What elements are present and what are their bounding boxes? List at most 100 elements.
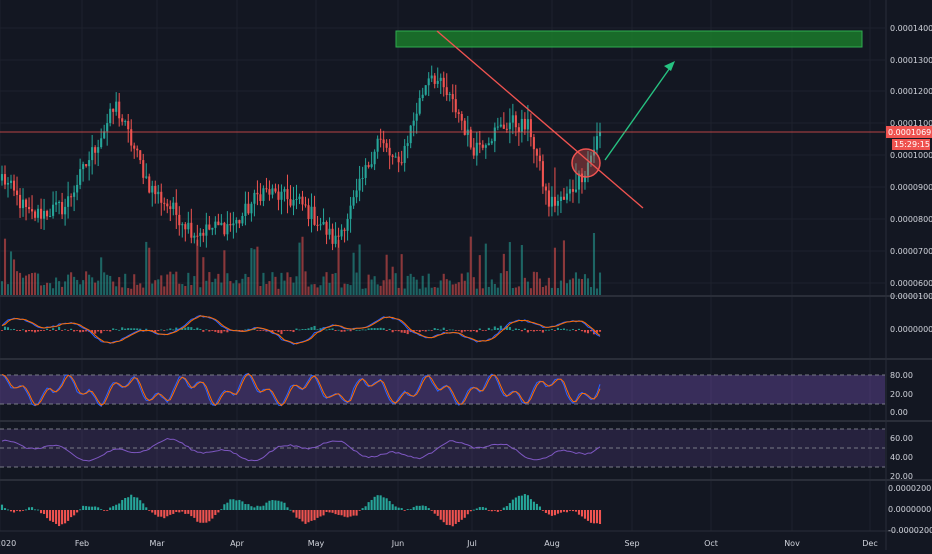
candle-body [127,121,130,130]
oscillator-bar [418,505,421,510]
candle-body [436,80,439,84]
oscillator-bar [109,507,112,510]
macd-histogram-bar [505,326,508,330]
macd-histogram-bar [433,328,436,330]
volume-bar [127,288,130,295]
candle-body [280,191,283,200]
rsi-panel [0,372,885,408]
oscillator-bar [12,510,16,513]
oscillator-bar [244,504,247,510]
macd-histogram-bar [18,330,22,331]
volume-bar [418,288,421,295]
oscillator-bar [130,494,133,510]
macd-histogram-bar [334,330,337,332]
candle-body [490,141,493,144]
oscillator-bar [286,507,289,510]
oscillator-bar [490,510,493,512]
candle-body [427,78,430,86]
candle-body [373,151,376,165]
oscillator-bar [97,507,100,510]
oscillator-bar [583,510,587,519]
macd-histogram-bar [532,330,535,332]
oscillator-bar [304,510,307,524]
oscillator-bar [565,510,568,513]
oscillator-bar [241,501,244,510]
volume-bar [124,273,127,295]
macd-histogram-bar [136,328,139,330]
volume-bar [136,284,139,295]
descending-trendline[interactable] [436,30,644,209]
breakout-marker[interactable] [571,148,601,178]
volume-bar [391,266,394,295]
candle-body [388,147,391,156]
candle-body [193,235,196,238]
macd-histogram-bar [589,330,593,332]
candle-body [508,122,511,130]
macd-histogram-bar [328,328,331,330]
price-tick-label: 0.0000900 [890,183,932,192]
macd-histogram-bar [6,327,10,330]
candle-body [451,94,454,100]
macd-histogram-bar [466,330,469,331]
candle-body [526,119,529,130]
oscillator-bar [391,504,394,510]
time-tick-label: Apr [230,539,245,548]
oscillator-bar [478,507,481,510]
resistance-zone[interactable] [395,30,863,48]
candle-body [556,200,559,206]
volume-bar [388,279,391,295]
countdown-tag [892,139,930,150]
oscillator-bar [52,510,55,522]
oscillator-bar [118,503,121,510]
macd-histogram-bar [508,327,511,330]
macd-histogram-bar [367,328,370,330]
oscillator-bar [199,510,202,523]
oscillator-bar [103,510,106,511]
macd-histogram-bar [511,329,514,331]
oscillator-axis-label: 0.0000000 [888,505,931,514]
candle-body [85,164,88,167]
candle-body [30,209,34,212]
oscillator-bar [514,497,517,510]
volume-bar [328,282,331,295]
price-tick-label: 0.0000700 [890,247,932,256]
volume-bar [430,287,433,295]
candle-body [382,139,385,144]
oscillator-bar [46,510,49,519]
volume-bar [547,277,550,295]
candle-body [307,205,310,220]
volume-bar [454,283,457,295]
oscillator-bar [571,510,575,512]
candle-body [472,147,475,156]
macd-histogram-bar [49,330,52,331]
oscillator-bar [502,507,505,510]
volume-bar [415,279,418,295]
oscillator-bar [349,510,352,517]
current-price-tag [886,126,932,138]
candle-body [391,155,394,157]
macd-histogram-bar [12,328,16,330]
oscillator-bar [124,498,127,510]
volume-bar [208,272,211,295]
macd-histogram-bar [0,330,4,331]
volume-bar [412,276,415,295]
candle-body [67,196,70,207]
volume-bar [202,257,205,295]
candle-body [34,211,37,218]
oscillator-bar [433,510,436,514]
macd-histogram-bar [394,330,397,331]
oscillator-bar [307,510,310,523]
oscillator-bar [9,510,13,512]
macd-histogram-bar [205,329,208,331]
volume-bar [169,271,172,295]
volume-bar [550,287,553,295]
macd-histogram-bar [364,329,367,331]
candle-body [244,203,247,216]
oscillator-bar [505,506,508,510]
projection-arrow[interactable] [604,61,675,161]
macd-histogram-bar [583,330,587,333]
macd-histogram-bar [226,330,229,333]
candle-body [27,207,31,210]
macd-histogram-bar [127,328,130,330]
